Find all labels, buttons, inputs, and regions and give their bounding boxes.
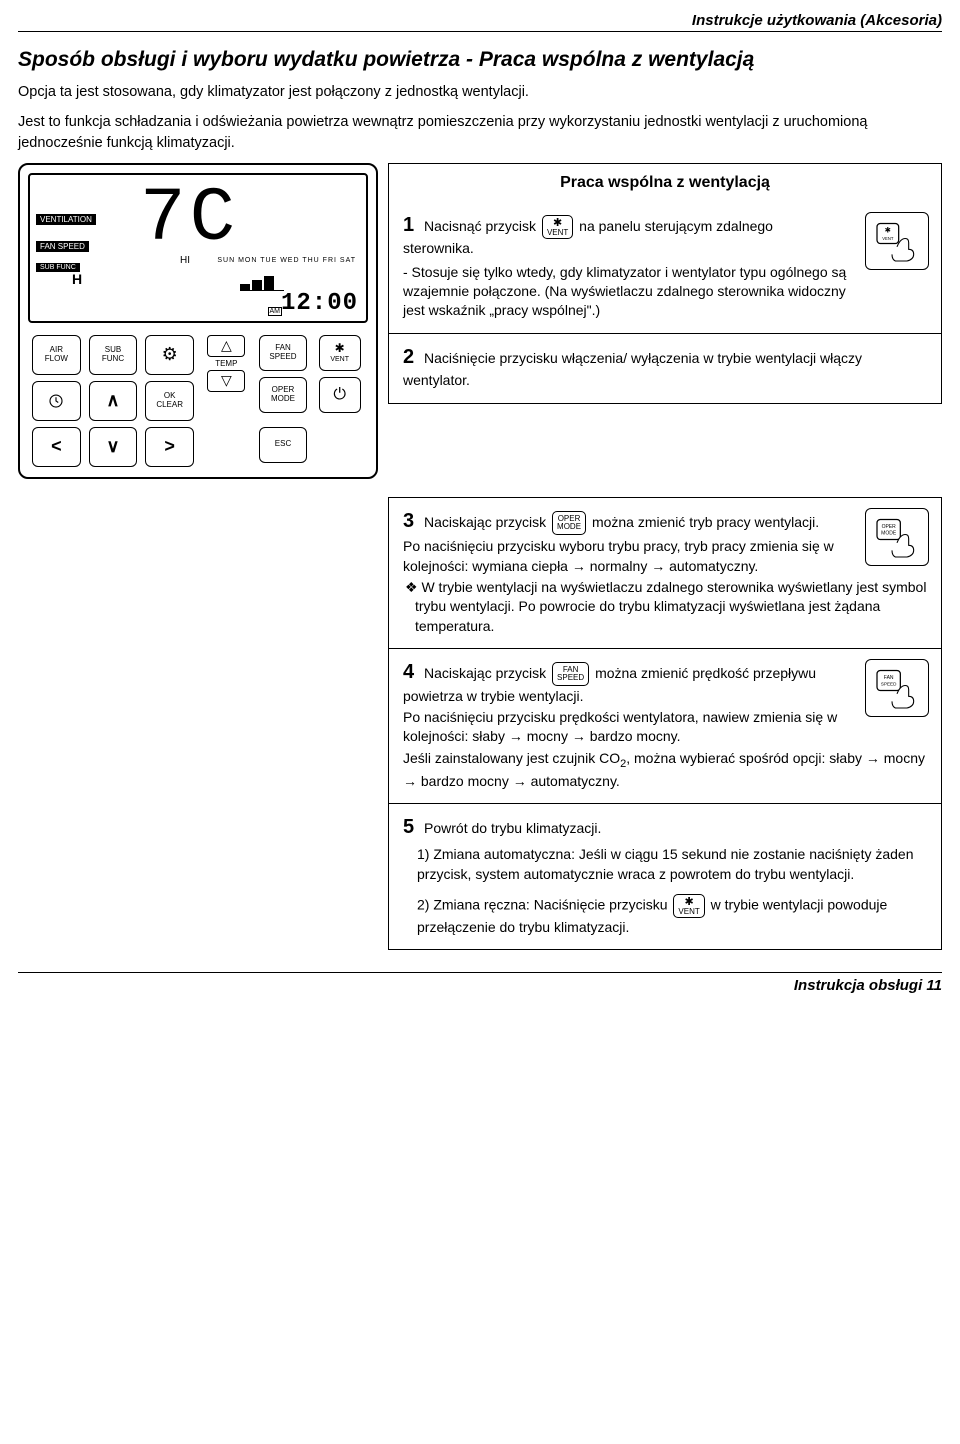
step-2: 2 Naciśnięcie przycisku włączenia/ wyłąc… (388, 334, 942, 404)
bullet-icon: ❖ (405, 579, 418, 595)
step-5: 5 Powrót do trybu klimatyzacji. 1) Zmian… (388, 804, 942, 951)
inline-vent-button: ✱ VENT (542, 215, 573, 239)
esc-button[interactable]: ESC (259, 427, 308, 463)
clock-icon (47, 392, 65, 410)
hand-press-opermode-icon: OPER MODE (865, 508, 929, 566)
lcd-days-row: SUN MON TUE WED THU FRI SAT (217, 257, 356, 264)
svg-text:FAN: FAN (884, 675, 894, 681)
step-number: 2 (403, 346, 414, 368)
steps-heading: Praca wspólna z wentylacją (388, 163, 942, 202)
hand-press-vent-icon: ✱ VENT (865, 212, 929, 270)
step-number: 4 (403, 661, 414, 683)
header-breadcrumb: Instrukcje użytkowania (Akcesoria) (18, 12, 942, 32)
step3-pre: Naciskając przycisk (424, 514, 546, 530)
lcd-main-value: 7C (140, 181, 239, 257)
vent-button[interactable]: ✱ VENT (319, 335, 361, 371)
lcd-am-indicator: AM (268, 306, 283, 315)
inline-opermode-button: OPER MODE (552, 511, 586, 535)
remote-controller: VENTILATION FAN SPEED SUB FUNC 7C HI H S… (18, 163, 378, 479)
lcd-hi-indicator: HI (180, 255, 190, 266)
ok-clear-button[interactable]: OK CLEAR (145, 381, 194, 421)
svg-text:SPEED: SPEED (881, 682, 897, 687)
svg-text:VENT: VENT (882, 236, 894, 241)
step3-post: można zmienić tryb pracy wentylacji. (592, 514, 819, 530)
step4-line3a: Jeśli zainstalowany jest czujnik CO (403, 750, 620, 766)
step-1: ✱ VENT 1 Nacisnąć przycisk ✱ VENT na pan… (388, 202, 942, 334)
temp-label: TEMP (215, 359, 237, 368)
badge-fanspeed: FAN SPEED (36, 241, 89, 252)
opermode-button[interactable]: OPER MODE (259, 377, 308, 413)
step3-line2: Po naciśnięciu przycisku wyboru trybu pr… (403, 537, 847, 576)
intro-paragraph-2: Jest to funkcja schładzania i odświeżani… (18, 112, 942, 153)
step-3: OPER MODE 3 Naciskając przycisk OPER MOD… (388, 497, 942, 649)
intro-paragraph-1: Opcja ta jest stosowana, gdy klimatyzato… (18, 82, 942, 102)
temp-down-button[interactable]: ▽ (207, 370, 245, 392)
step3-line3: W trybie wentylacji na wyświetlaczu zdal… (415, 579, 926, 634)
inline-fanspeed-button: FAN SPEED (552, 662, 589, 686)
step5-line2a: 2) Zmiana ręczna: Naciśnięcie przycisku (417, 897, 668, 913)
step1-pre: Nacisnąć przycisk (424, 218, 536, 234)
step5-head: Powrót do trybu klimatyzacji. (424, 820, 601, 836)
temp-up-button[interactable]: △ (207, 335, 245, 357)
step1-line2: - Stosuje się tylko wtedy, gdy klimatyza… (403, 263, 847, 321)
button-panel: AIR FLOW SUB FUNC ⚙ △ TEMP ▽ FAN SPEED O… (28, 331, 368, 467)
lcd-display: VENTILATION FAN SPEED SUB FUNC 7C HI H S… (28, 173, 368, 323)
left-button[interactable]: < (32, 427, 81, 467)
right-button[interactable]: > (145, 427, 194, 467)
step4-line2: Po naciśnięciu przycisku prędkości wenty… (403, 708, 847, 747)
svg-text:MODE: MODE (881, 530, 897, 536)
subfunc-button[interactable]: SUB FUNC (89, 335, 138, 375)
step-number: 5 (403, 816, 414, 838)
settings-button[interactable]: ⚙ (145, 335, 194, 375)
hand-press-fanspeed-icon: FAN SPEED (865, 659, 929, 717)
fanspeed-button[interactable]: FAN SPEED (259, 335, 308, 371)
up-button[interactable]: ∧ (89, 381, 138, 421)
fan-bars-icon (240, 273, 284, 291)
power-button[interactable]: ⏻ (319, 377, 361, 413)
step2-text: Naciśnięcie przycisku włączenia/ wyłącze… (403, 350, 862, 389)
down-button[interactable]: ∨ (89, 427, 138, 467)
page-title: Sposób obsługi i wyboru wydatku powietrz… (18, 48, 942, 72)
lcd-clock: 12:00 (281, 290, 358, 317)
inline-vent-button-2: ✱ VENT (673, 894, 704, 918)
step-number: 3 (403, 510, 414, 532)
badge-ventilation: VENTILATION (36, 214, 96, 225)
page-footer: Instrukcja obsługi 11 (18, 972, 942, 994)
airflow-button[interactable]: AIR FLOW (32, 335, 81, 375)
lcd-h-mark: H (72, 271, 82, 287)
step4-pre: Naciskając przycisk (424, 665, 546, 681)
svg-text:OPER: OPER (882, 524, 897, 530)
svg-text:✱: ✱ (885, 226, 892, 235)
step5-line1: 1) Zmiana automatyczna: Jeśli w ciągu 15… (403, 845, 927, 884)
step-4: FAN SPEED 4 Naciskając przycisk FAN SPEE… (388, 649, 942, 804)
step-number: 1 (403, 214, 414, 236)
clock-button[interactable] (32, 381, 81, 421)
